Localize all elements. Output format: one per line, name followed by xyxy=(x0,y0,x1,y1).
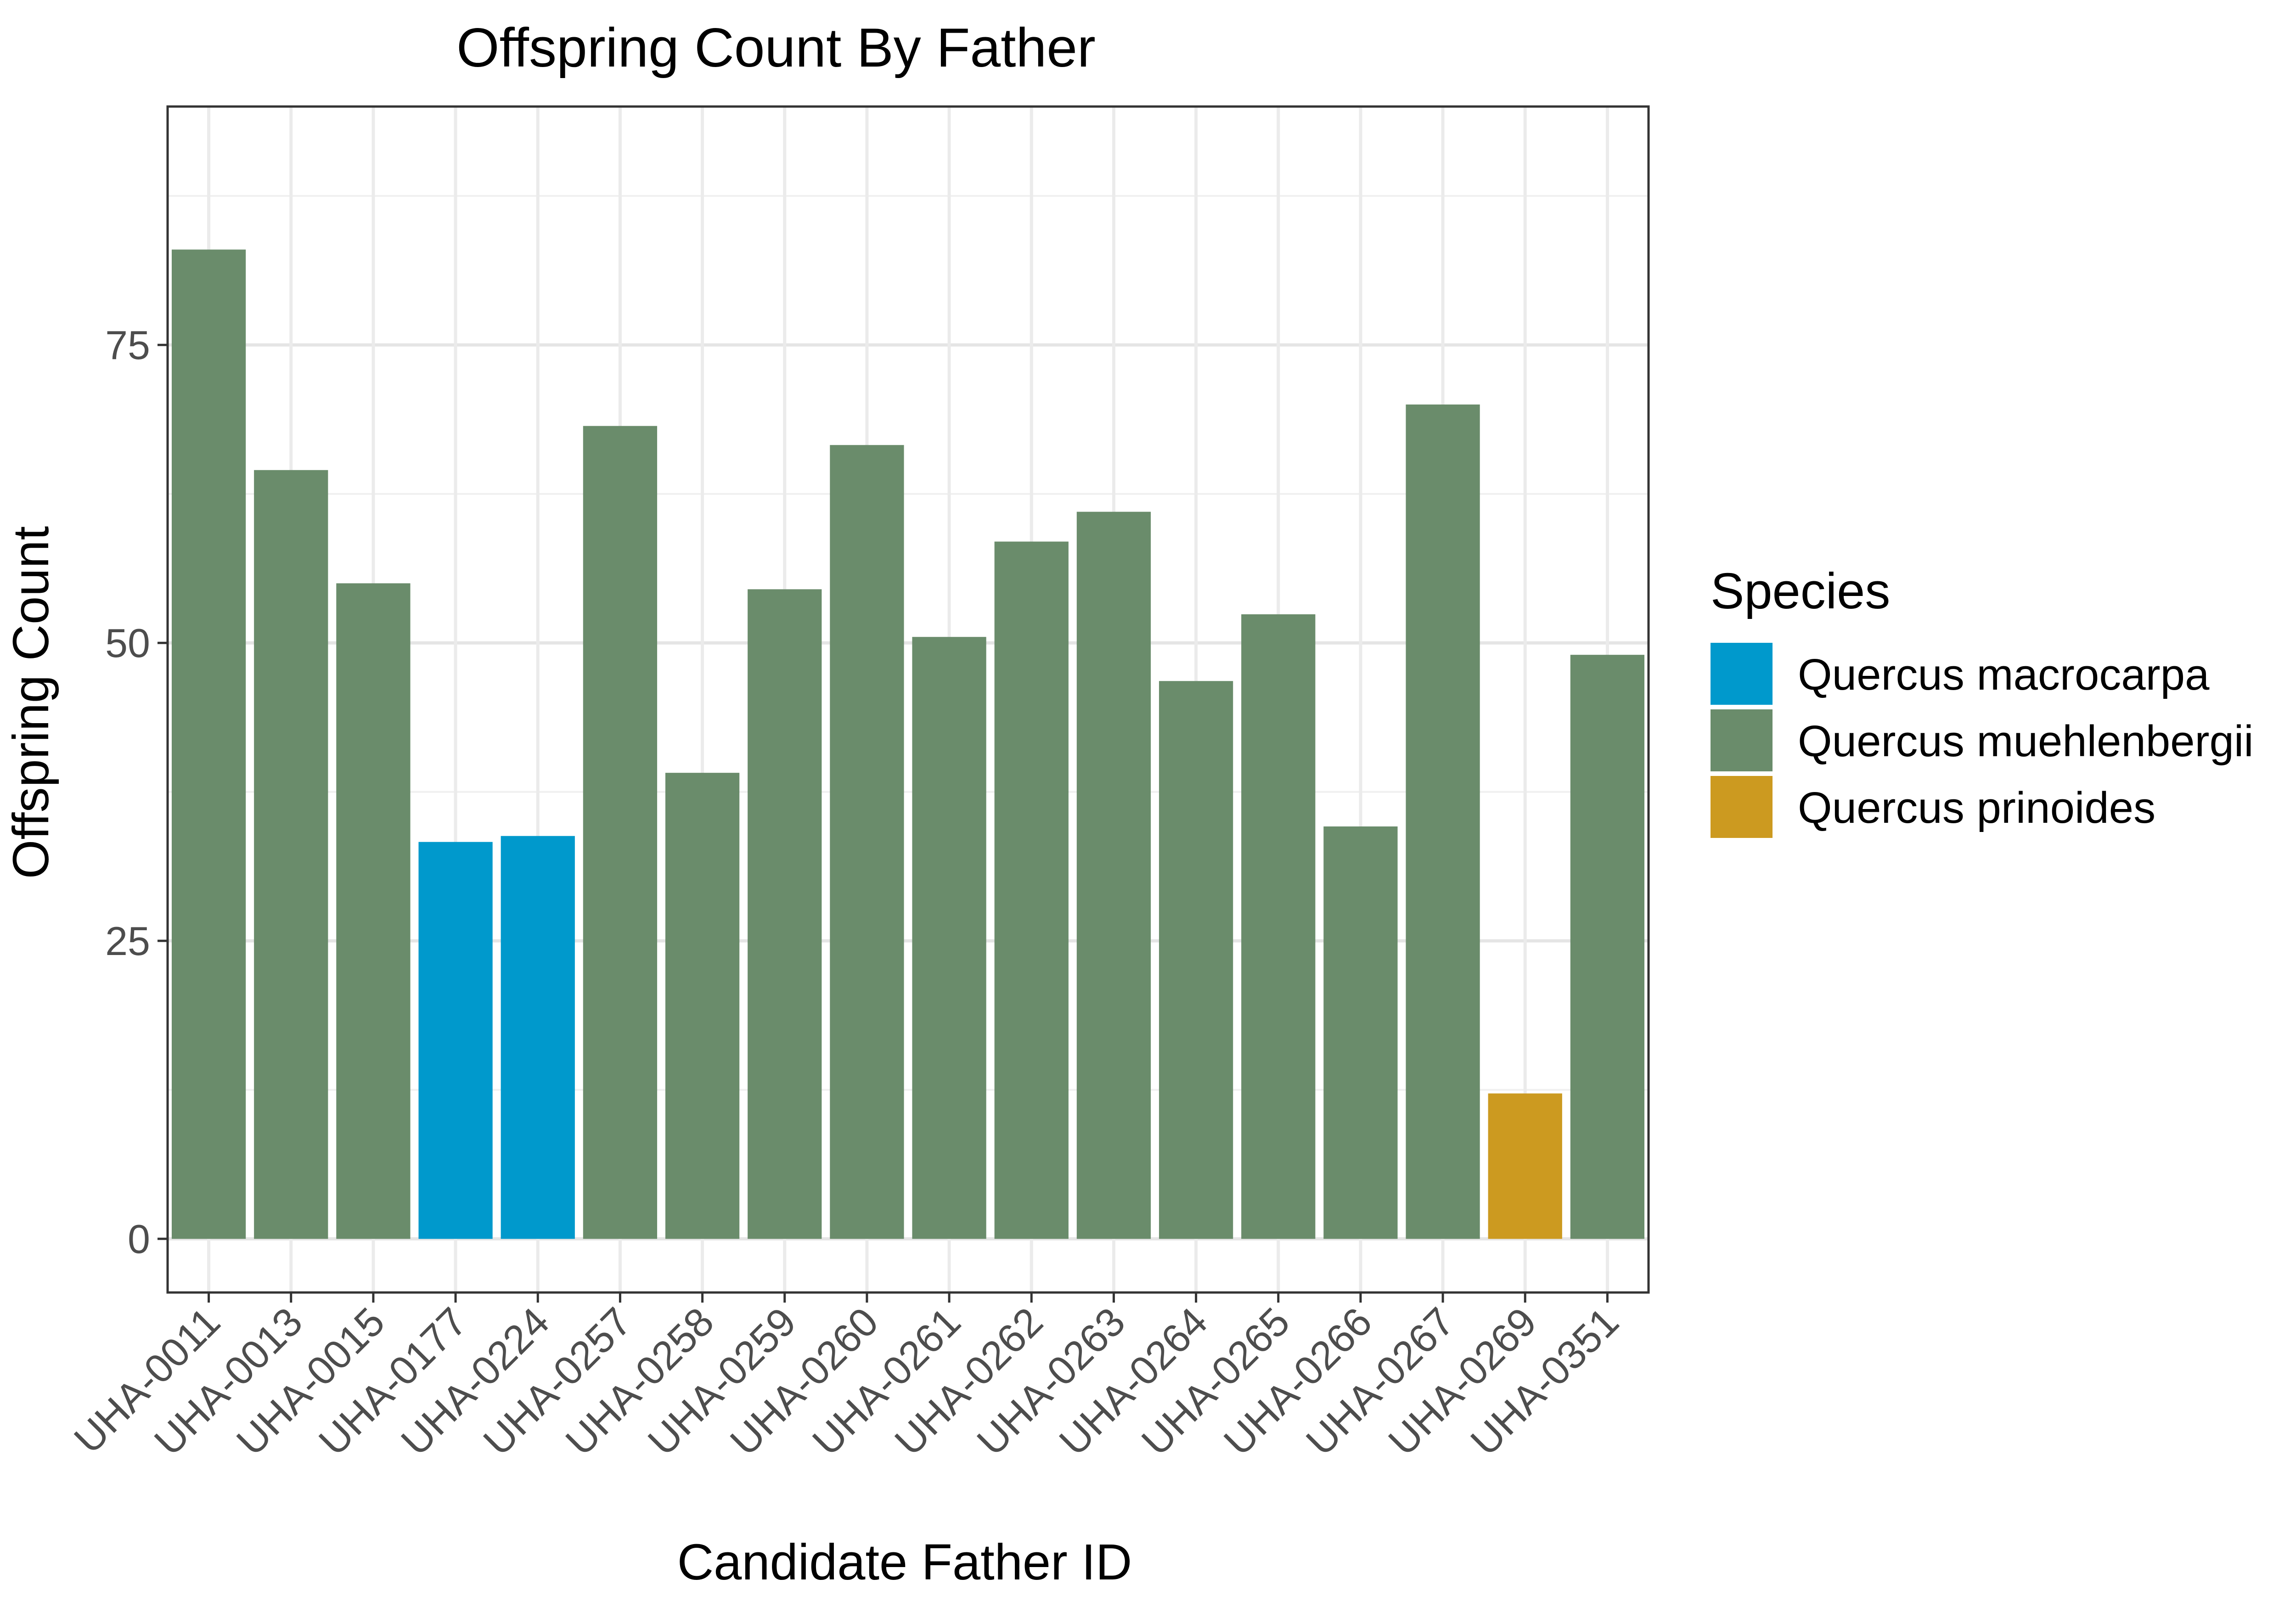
legend: Species Quercus macrocarpa Quercus muehlen… xyxy=(1711,563,2254,838)
bar-uha-0262 xyxy=(994,541,1069,1239)
y-tick-label: 50 xyxy=(105,620,150,666)
legend-title: Species xyxy=(1711,563,1890,619)
legend-key xyxy=(1711,776,1773,838)
bar-uha-0269 xyxy=(1488,1093,1562,1239)
bar-uha-0351 xyxy=(1570,655,1645,1239)
bar-uha-0258 xyxy=(665,773,740,1239)
bar-uha-0224 xyxy=(501,836,575,1239)
bar-uha-0263 xyxy=(1076,511,1151,1239)
bar-uha-0266 xyxy=(1323,826,1398,1239)
bar-uha-0177 xyxy=(418,842,493,1239)
legend-key xyxy=(1711,643,1773,705)
bar-uha-0260 xyxy=(830,445,904,1239)
bar-uha-0011 xyxy=(171,249,246,1239)
bar-uha-0013 xyxy=(254,470,328,1239)
bar-uha-0267 xyxy=(1406,404,1480,1239)
y-axis-title: Offspring Count xyxy=(3,526,59,879)
y-tick-label: 75 xyxy=(105,322,150,368)
panel-background xyxy=(168,107,1649,1292)
panel-border xyxy=(166,105,1650,1294)
y-tick-label: 0 xyxy=(128,1216,150,1262)
bar-uha-0264 xyxy=(1159,681,1233,1239)
x-axis-title: Candidate Father ID xyxy=(677,1534,1132,1590)
legend-key xyxy=(1711,709,1773,771)
bar-uha-0257 xyxy=(583,426,658,1239)
y-tick-label: 25 xyxy=(105,918,150,964)
bar-uha-0015 xyxy=(336,583,411,1239)
bar-uha-0261 xyxy=(912,637,986,1239)
legend-label: Quercus macrocarpa xyxy=(1798,650,2210,699)
legend-label: Quercus muehlenbergii xyxy=(1798,717,2254,766)
plot-area: 0255075UHA-0011UHA-0013UHA-0015UHA-0177U… xyxy=(65,105,1650,1464)
bar-uha-0259 xyxy=(748,589,822,1239)
legend-label: Quercus prinoides xyxy=(1798,783,2155,832)
chart-title: Offspring Count By Father xyxy=(456,17,1096,79)
bar-uha-0265 xyxy=(1241,614,1316,1239)
